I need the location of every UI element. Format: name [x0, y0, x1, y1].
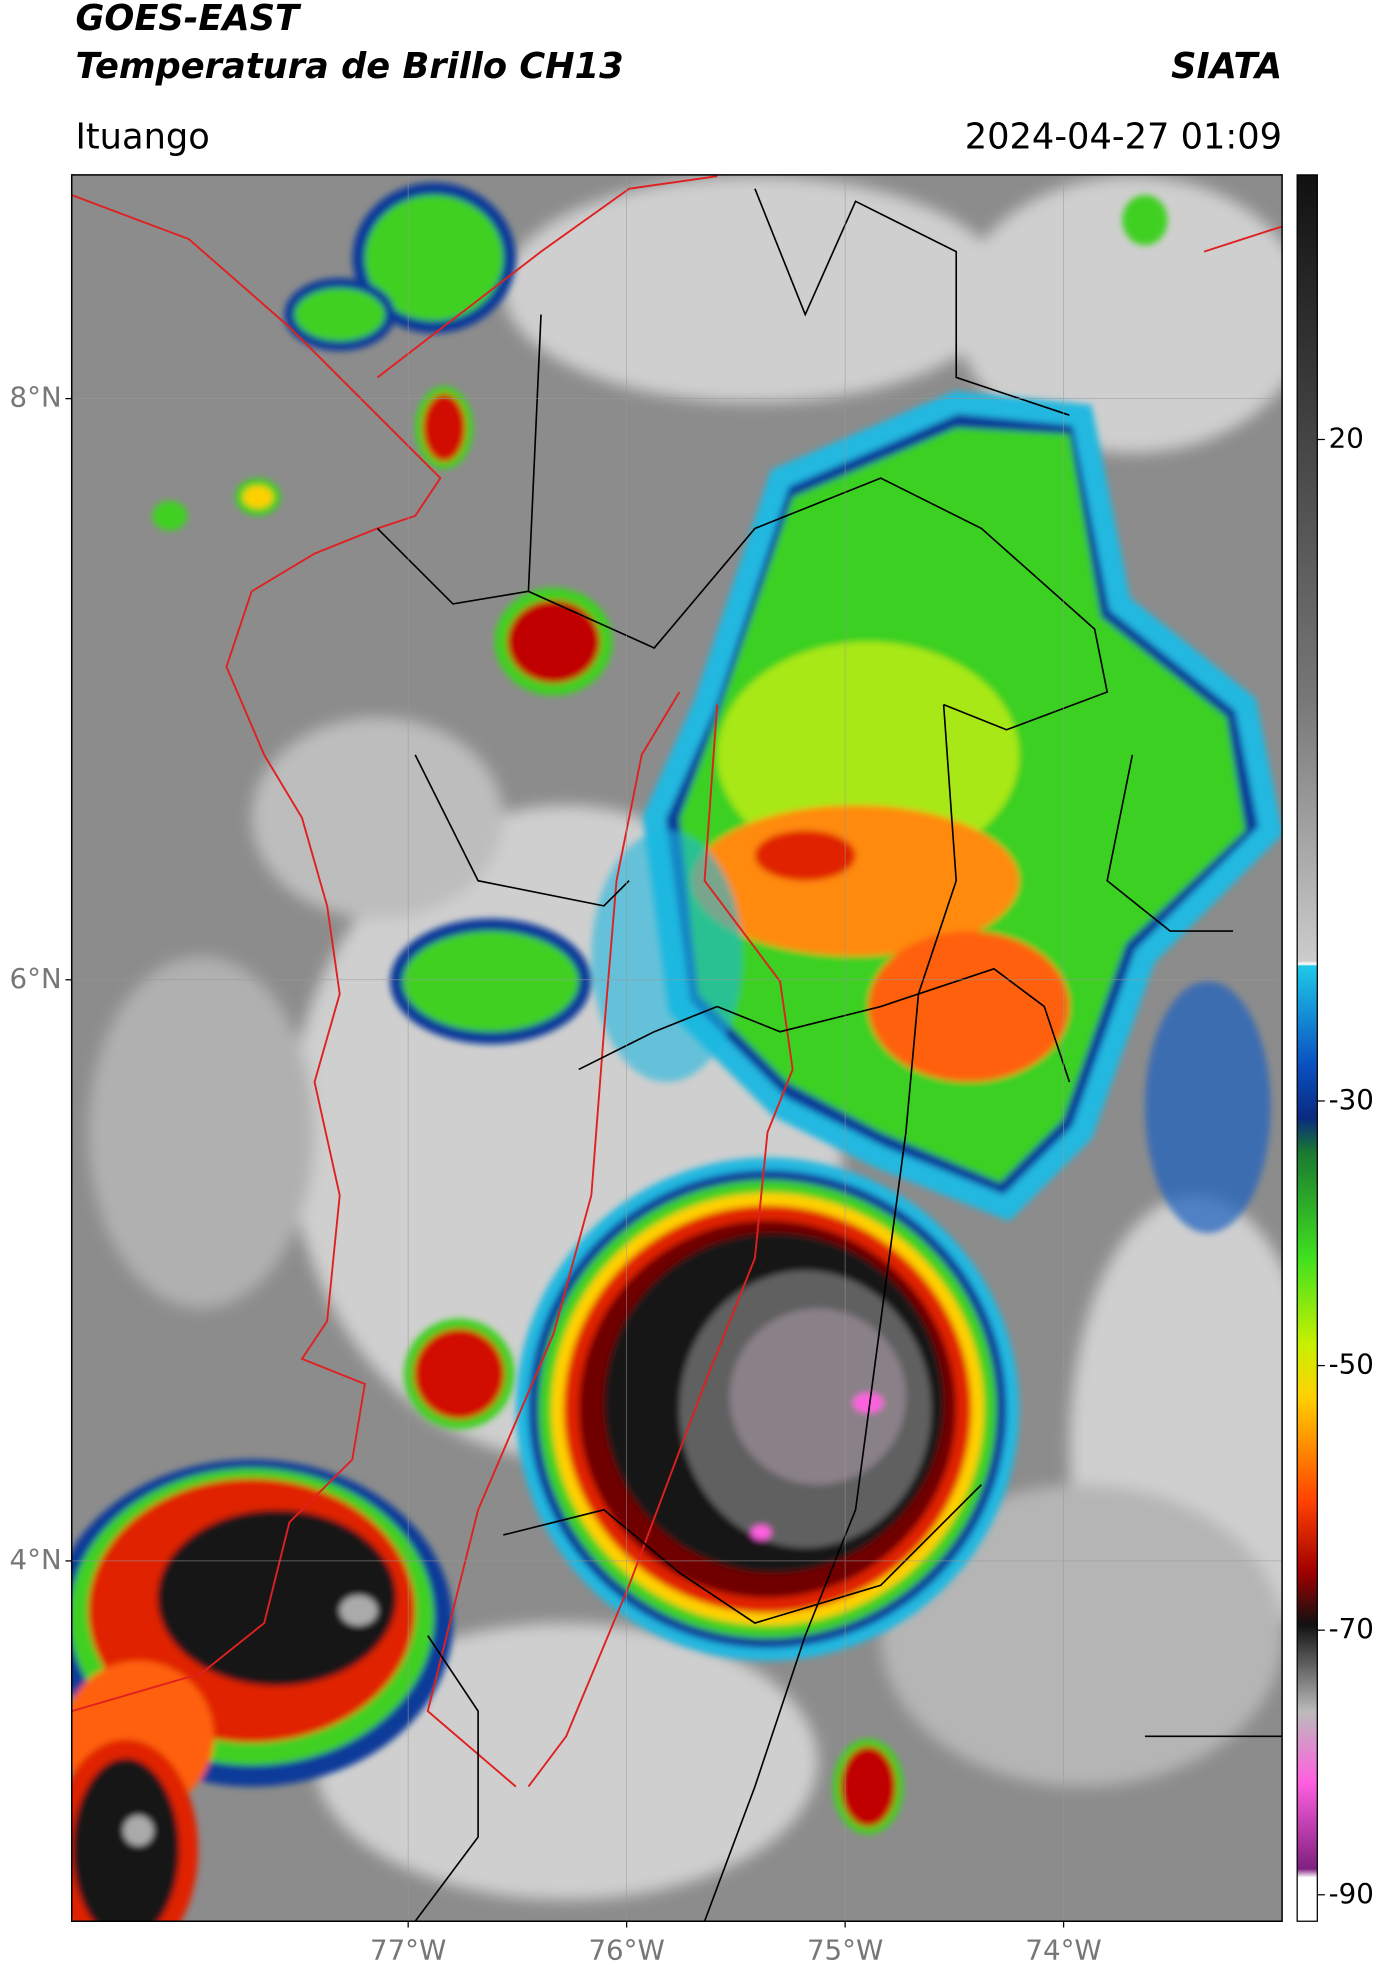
subtitle: Temperatura de Brillo CH13	[75, 46, 623, 87]
colorbar	[1296, 174, 1318, 1922]
lon-label: 77°W	[370, 1933, 446, 1966]
datetime: 2024-04-27 01:09	[965, 116, 1282, 157]
lat-label: 4°N	[10, 1543, 62, 1576]
lat-label: 6°N	[10, 962, 62, 995]
colorbar-label: 20	[1329, 421, 1364, 454]
lon-label: 74°W	[1025, 1933, 1101, 1966]
map-frame	[70, 174, 1283, 1922]
colorbar-label: -50	[1329, 1348, 1374, 1381]
lon-label: 75°W	[807, 1933, 883, 1966]
colorbar-label: -70	[1329, 1612, 1374, 1645]
title: GOES-EAST	[75, 0, 302, 39]
colorbar-label: -30	[1329, 1083, 1374, 1116]
storm	[71, 1459, 453, 1922]
lon-label: 76°W	[588, 1933, 664, 1966]
satellite-image	[71, 174, 1283, 1922]
org: SIATA	[1171, 46, 1282, 87]
storm	[515, 1157, 1020, 1661]
colorbar-label: -90	[1329, 1877, 1374, 1910]
lat-label: 8°N	[10, 381, 62, 414]
place: Ituango	[75, 116, 209, 157]
